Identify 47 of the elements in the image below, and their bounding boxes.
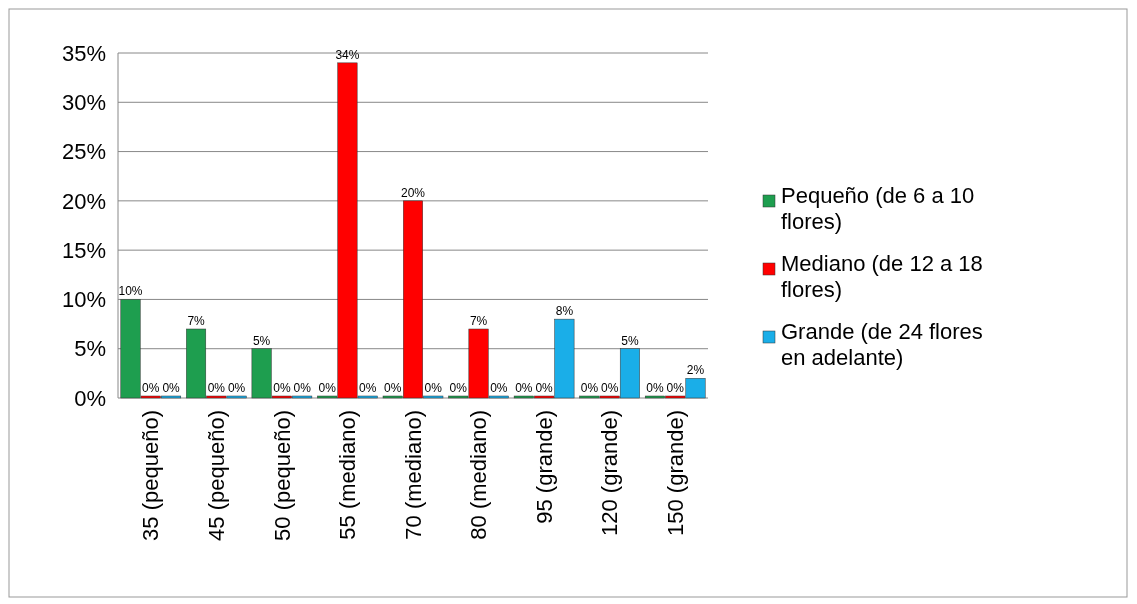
data-label: 7% [469, 314, 488, 328]
data-label: 2% [686, 363, 705, 378]
x-tick-label: 150 (grande) [662, 410, 688, 536]
y-tick-label: 5% [74, 336, 106, 362]
x-tick-label: 50 (pequeño) [269, 410, 295, 541]
data-label: 0% [384, 381, 402, 395]
x-tick-label: 80 (mediano) [466, 410, 492, 540]
data-label: 0% [580, 381, 599, 395]
x-tick-label: 70 (mediano) [400, 410, 426, 540]
data-label: 0% [207, 381, 226, 395]
x-tick-label: 95 (grande) [531, 410, 557, 524]
x-tick-label: 35 (pequeño) [138, 410, 164, 541]
data-label: 8% [555, 304, 574, 319]
data-label: 34% [335, 47, 360, 62]
y-tick-label: 0% [74, 385, 106, 411]
data-label: 0% [490, 381, 508, 395]
y-tick-label: 20% [61, 188, 106, 214]
legend-label: Mediano (de 12 a 18 flores) [781, 251, 983, 302]
data-label: 5% [252, 333, 271, 348]
data-label: 0% [227, 381, 246, 395]
data-label: 0% [515, 381, 533, 395]
y-tick-label: 35% [61, 40, 106, 66]
data-label: 7% [187, 314, 206, 328]
y-tick-label: 10% [61, 287, 106, 313]
data-label: 0% [449, 381, 468, 395]
data-label: 0% [666, 381, 685, 395]
data-label: 0% [162, 381, 181, 395]
data-label: 0% [142, 381, 160, 395]
data-label: 0% [600, 381, 619, 395]
data-label: 0% [424, 381, 443, 395]
y-tick-label: 30% [61, 89, 106, 115]
data-label: 0% [318, 381, 337, 395]
data-label: 20% [400, 185, 426, 200]
y-tick-label: 25% [61, 139, 106, 165]
data-label: 0% [359, 381, 377, 395]
x-tick-label: 45 (pequeño) [204, 410, 230, 541]
data-label: 5% [621, 333, 639, 348]
y-tick-label: 15% [61, 237, 106, 263]
x-tick-label: 120 (grande) [597, 410, 623, 536]
x-tick-label: 55 (mediano) [335, 410, 361, 540]
data-label: 0% [273, 381, 291, 395]
data-label: 0% [535, 381, 554, 395]
legend-label: Grande (de 24 flores en adelante) [781, 319, 983, 370]
data-label: 0% [646, 381, 664, 395]
legend-label: Pequeño (de 6 a 10 flores) [781, 183, 975, 234]
data-label: 0% [293, 381, 312, 395]
data-label: 10% [118, 284, 143, 299]
